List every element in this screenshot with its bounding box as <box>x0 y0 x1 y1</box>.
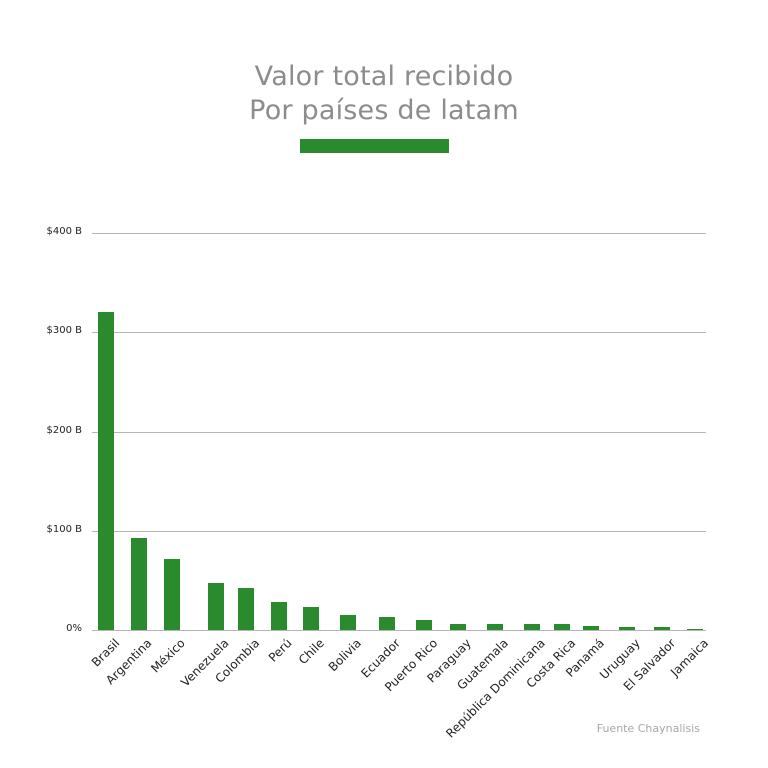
y-axis-tick-label: $300 B <box>46 325 83 336</box>
bar-ecuador <box>379 617 395 630</box>
bar-jamaica <box>687 629 703 630</box>
source-caption: Fuente Chaynalisis <box>596 722 700 735</box>
bar-paraguay <box>450 624 466 630</box>
chart-title-line1: Valor total recibido <box>254 61 514 92</box>
bar-méxico <box>164 558 180 630</box>
x-axis-category-label: México <box>148 636 188 676</box>
y-axis-tick-label: $400 B <box>46 226 83 237</box>
y-axis-tick-label: $200 B <box>46 425 83 436</box>
bar-puerto-rico <box>416 620 432 630</box>
bar-el-salvador <box>654 627 670 630</box>
bar-uruguay <box>619 627 635 630</box>
title-accent-bar <box>300 139 449 153</box>
gridline <box>92 531 706 532</box>
gridline <box>92 630 706 631</box>
x-axis-category-label: Bolivia <box>325 636 364 675</box>
y-axis-tick-label: 0% <box>66 623 82 634</box>
gridline <box>92 432 706 433</box>
gridline <box>92 332 706 333</box>
y-axis-tick-label: $100 B <box>46 524 83 535</box>
bar-perú <box>271 602 287 630</box>
chart-title-line2: Por países de latam <box>249 95 519 126</box>
bar-panamá <box>583 626 599 630</box>
x-axis-category-label: Chile <box>295 636 327 668</box>
x-axis-category-label: Perú <box>265 636 295 665</box>
bar-brasil <box>98 312 114 630</box>
bar-guatemala <box>487 624 503 630</box>
bar-colombia <box>238 588 254 630</box>
bar-venezuela <box>208 583 224 630</box>
bar-costa-rica <box>554 624 570 630</box>
bar-bolivia <box>340 615 356 630</box>
bar-república-dominicana <box>524 624 540 630</box>
gridline <box>92 233 706 234</box>
bar-chile <box>303 607 319 630</box>
bar-argentina <box>131 537 147 630</box>
